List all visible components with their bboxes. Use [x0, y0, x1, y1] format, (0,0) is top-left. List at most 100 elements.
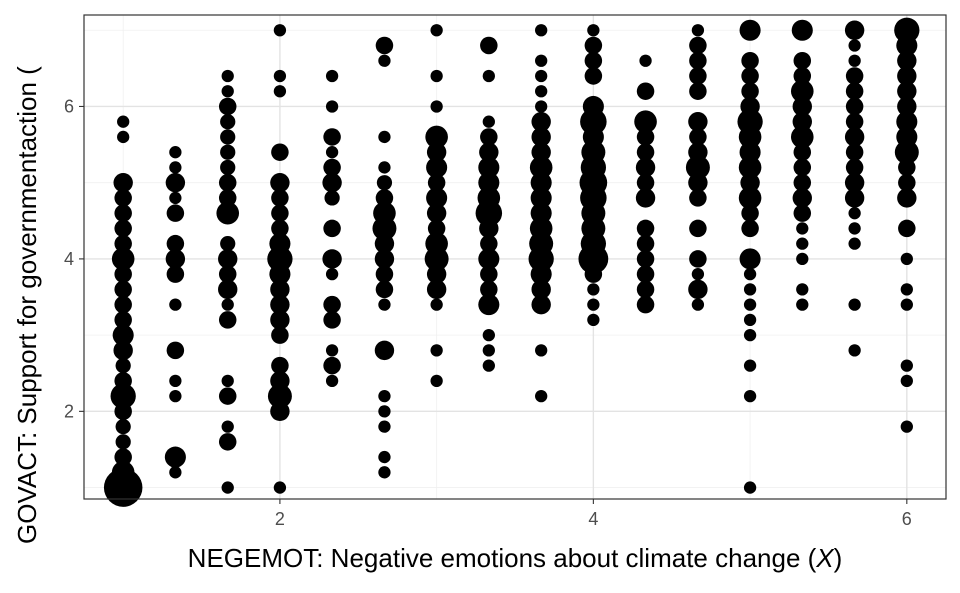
data-point — [740, 96, 760, 117]
data-point — [689, 128, 707, 146]
data-point — [796, 237, 809, 250]
data-point — [271, 356, 289, 375]
data-point — [267, 384, 292, 409]
data-point — [323, 128, 341, 146]
data-point — [220, 129, 236, 145]
x-axis-title-prefix: NEGEMOT: Negative emotions about climate… — [188, 543, 817, 573]
data-point — [689, 189, 707, 207]
data-point — [478, 156, 500, 178]
data-point — [323, 311, 341, 329]
data-point — [269, 233, 291, 255]
data-point — [169, 146, 182, 159]
data-point — [845, 82, 864, 100]
data-point — [270, 172, 290, 193]
data-point — [477, 186, 501, 210]
data-point — [897, 96, 917, 117]
data-point — [271, 189, 289, 207]
data-point — [166, 204, 185, 222]
data-point — [114, 265, 132, 283]
data-point — [639, 54, 652, 67]
data-point — [114, 280, 132, 299]
data-point — [273, 24, 287, 37]
data-point — [531, 279, 551, 300]
data-point — [741, 82, 759, 100]
data-point — [790, 125, 814, 149]
data-point — [166, 265, 185, 283]
data-point — [587, 24, 600, 37]
data-point — [900, 252, 913, 266]
data-point — [531, 112, 551, 132]
data-point — [374, 340, 395, 361]
data-point — [325, 146, 339, 159]
data-point — [636, 219, 655, 238]
data-point — [894, 140, 919, 165]
data-point — [743, 389, 757, 403]
data-point — [221, 374, 234, 388]
data-point — [427, 219, 446, 238]
data-point — [218, 173, 237, 192]
data-point — [790, 79, 814, 103]
data-point — [221, 481, 234, 494]
data-point — [111, 247, 135, 271]
data-point — [900, 359, 913, 372]
data-point — [270, 294, 290, 315]
data-point — [740, 172, 760, 193]
data-point — [900, 298, 913, 311]
data-point — [271, 326, 289, 344]
data-point — [689, 82, 707, 100]
data-point — [478, 294, 500, 316]
data-point — [169, 298, 182, 311]
data-point — [115, 434, 131, 450]
data-point — [115, 357, 131, 374]
data-point — [325, 267, 339, 281]
data-point — [535, 85, 548, 98]
data-point — [793, 158, 812, 177]
data-point — [216, 201, 240, 225]
data-point — [743, 328, 757, 342]
data-point — [114, 295, 132, 314]
data-point — [535, 344, 548, 357]
data-point — [220, 236, 236, 252]
data-point — [221, 85, 234, 98]
data-point — [688, 112, 708, 132]
data-point — [164, 446, 186, 468]
data-point — [220, 144, 236, 160]
data-point — [741, 51, 759, 70]
data-point — [378, 466, 391, 479]
data-point — [323, 158, 341, 177]
data-point — [267, 246, 293, 272]
data-point — [427, 173, 446, 192]
data-point — [898, 173, 916, 192]
data-point — [480, 265, 498, 283]
data-point — [793, 67, 812, 85]
data-point — [430, 344, 443, 357]
data-point — [636, 280, 655, 299]
data-point — [689, 250, 707, 268]
data-point — [793, 173, 812, 192]
data-point — [792, 112, 812, 132]
data-point — [635, 157, 656, 178]
data-point — [479, 142, 499, 162]
data-point — [480, 280, 498, 299]
data-point — [689, 51, 707, 70]
data-point — [426, 187, 448, 209]
plot-panel — [84, 15, 946, 499]
data-point — [535, 24, 548, 37]
data-point — [117, 115, 130, 128]
data-point — [478, 248, 500, 270]
data-point — [796, 252, 809, 266]
data-point — [323, 356, 341, 375]
data-point — [689, 36, 707, 55]
data-point — [114, 448, 132, 466]
data-point — [270, 279, 290, 300]
y-axis: 2 4 6 — [64, 96, 84, 421]
data-point — [324, 190, 340, 206]
data-point — [898, 219, 916, 238]
data-point — [426, 279, 447, 300]
data-point — [117, 130, 130, 144]
data-point — [218, 433, 237, 451]
data-point — [271, 143, 289, 161]
data-point — [165, 172, 186, 193]
data-point — [792, 96, 812, 117]
data-point — [845, 97, 864, 116]
